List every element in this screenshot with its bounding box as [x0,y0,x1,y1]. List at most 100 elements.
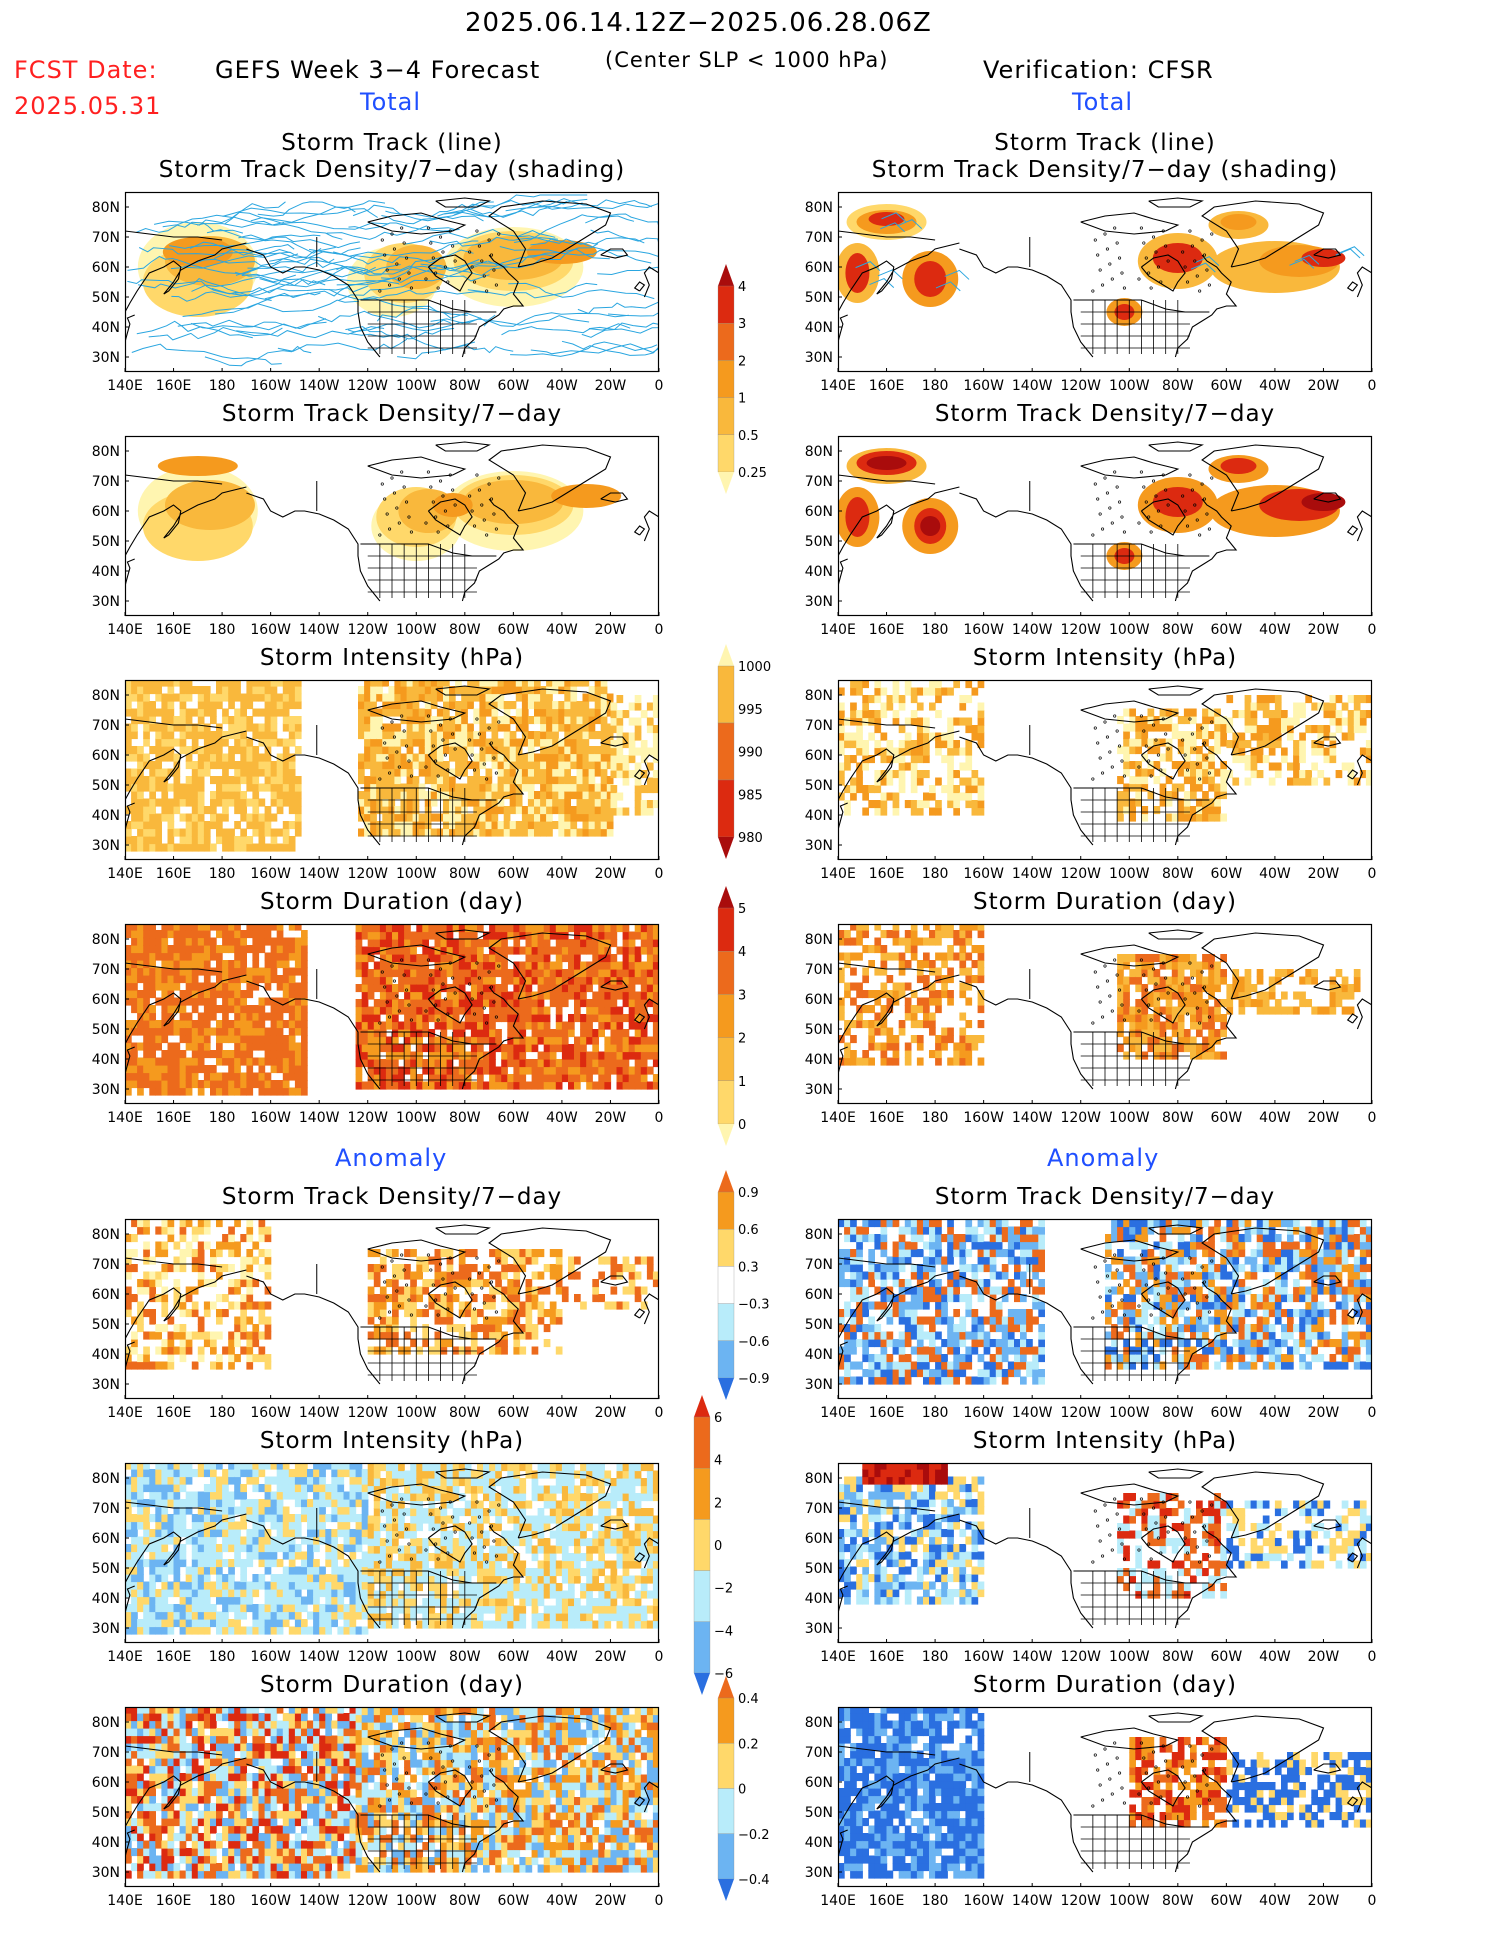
svg-text:140E: 140E [820,866,856,882]
svg-text:50N: 50N [92,290,120,306]
fcst-date-label: FCST Date: [14,56,158,84]
svg-text:140W: 140W [299,1110,340,1126]
svg-text:120W: 120W [1060,378,1101,394]
colorbar-tick-label: −0.9 [738,1372,770,1387]
svg-text:50N: 50N [805,778,833,794]
colorbar-tick-label: 0.4 [738,1692,759,1707]
svg-text:160E: 160E [156,622,192,638]
svg-text:20W: 20W [1308,622,1340,638]
colorbar-tick-label: 0.5 [738,429,759,444]
svg-text:120W: 120W [347,866,388,882]
svg-text:70N: 70N [92,718,120,734]
svg-text:120W: 120W [1060,866,1101,882]
svg-text:20W: 20W [595,1110,627,1126]
svg-text:60N: 60N [92,504,120,520]
svg-text:40N: 40N [92,564,120,580]
svg-text:60W: 60W [498,866,530,882]
svg-text:50N: 50N [92,778,120,794]
svg-text:30N: 30N [805,594,833,610]
date-range-title: 2025.06.14.12Z−2025.06.28.06Z [465,8,932,38]
colorbar-tick-label: 4 [738,280,746,295]
fcst-date-value: 2025.05.31 [14,92,161,120]
svg-text:40N: 40N [92,808,120,824]
colorbar-tick-label: 0.25 [738,466,767,481]
colorbar-tick-label: 1 [738,1075,746,1090]
svg-text:40N: 40N [805,808,833,824]
svg-text:100W: 100W [1109,378,1150,394]
svg-text:160W: 160W [963,1110,1004,1126]
svg-text:80W: 80W [449,622,481,638]
svg-text:120W: 120W [1060,1110,1101,1126]
svg-text:60N: 60N [805,504,833,520]
left-total-label: Total [360,88,421,116]
svg-text:20W: 20W [595,866,627,882]
svg-text:20W: 20W [595,378,627,394]
right-total-label: Total [1072,88,1133,116]
svg-text:120W: 120W [347,378,388,394]
svg-text:180: 180 [922,1110,949,1126]
svg-text:70N: 70N [92,474,120,490]
colorbar-tick-label: 2 [738,1032,746,1047]
colorbar-tick-label: 6 [714,1411,722,1426]
svg-text:40W: 40W [1259,1110,1291,1126]
svg-text:30N: 30N [92,838,120,854]
svg-text:40W: 40W [546,866,578,882]
svg-text:140E: 140E [107,622,143,638]
svg-text:20W: 20W [1308,866,1340,882]
title-anom-density-right: Storm Track Density/7−day [838,1184,1372,1210]
svg-text:100W: 100W [396,378,437,394]
svg-text:140E: 140E [820,378,856,394]
svg-text:100W: 100W [1109,622,1150,638]
svg-text:80W: 80W [1162,1110,1194,1126]
svg-text:40W: 40W [546,622,578,638]
svg-text:80N: 80N [805,444,833,460]
svg-text:60N: 60N [805,260,833,276]
svg-text:80W: 80W [1162,378,1194,394]
title-anom-density-left: Storm Track Density/7−day [125,1184,659,1210]
svg-text:180: 180 [209,378,236,394]
title-track-shading-left: Storm Track Density/7−day (shading) [125,157,659,183]
svg-text:50N: 50N [92,1022,120,1038]
svg-text:160E: 160E [156,378,192,394]
svg-text:0: 0 [1368,1110,1377,1126]
svg-text:60N: 60N [92,992,120,1008]
svg-text:160W: 160W [250,1110,291,1126]
svg-text:160E: 160E [869,866,905,882]
colorbar-tick-label: 3 [738,317,746,332]
svg-text:40N: 40N [805,564,833,580]
svg-text:80N: 80N [805,932,833,948]
colorbar-tick-label: 990 [738,746,763,761]
colorbar-tick-label: 1 [738,392,746,407]
colorbar-tick-label: 985 [738,788,763,803]
colorbar-tick-label: 995 [738,703,763,718]
svg-text:50N: 50N [805,534,833,550]
svg-text:60N: 60N [805,748,833,764]
colorbar-tick-label: −0.2 [738,1828,770,1843]
colorbar-tick-label: −0.6 [738,1335,770,1350]
title-track-shading-right: Storm Track Density/7−day (shading) [838,157,1372,183]
svg-text:180: 180 [922,866,949,882]
svg-text:40W: 40W [1259,866,1291,882]
svg-text:70N: 70N [92,230,120,246]
colorbar-tick-label: 0.3 [738,1260,759,1275]
svg-text:100W: 100W [396,866,437,882]
colorbar-tick-label: 0.2 [738,1737,759,1752]
svg-text:160E: 160E [869,378,905,394]
svg-text:120W: 120W [1060,622,1101,638]
colorbar-tick-label: 0 [738,1118,746,1133]
svg-text:140E: 140E [820,1110,856,1126]
svg-text:160W: 160W [250,866,291,882]
svg-text:120W: 120W [347,1110,388,1126]
